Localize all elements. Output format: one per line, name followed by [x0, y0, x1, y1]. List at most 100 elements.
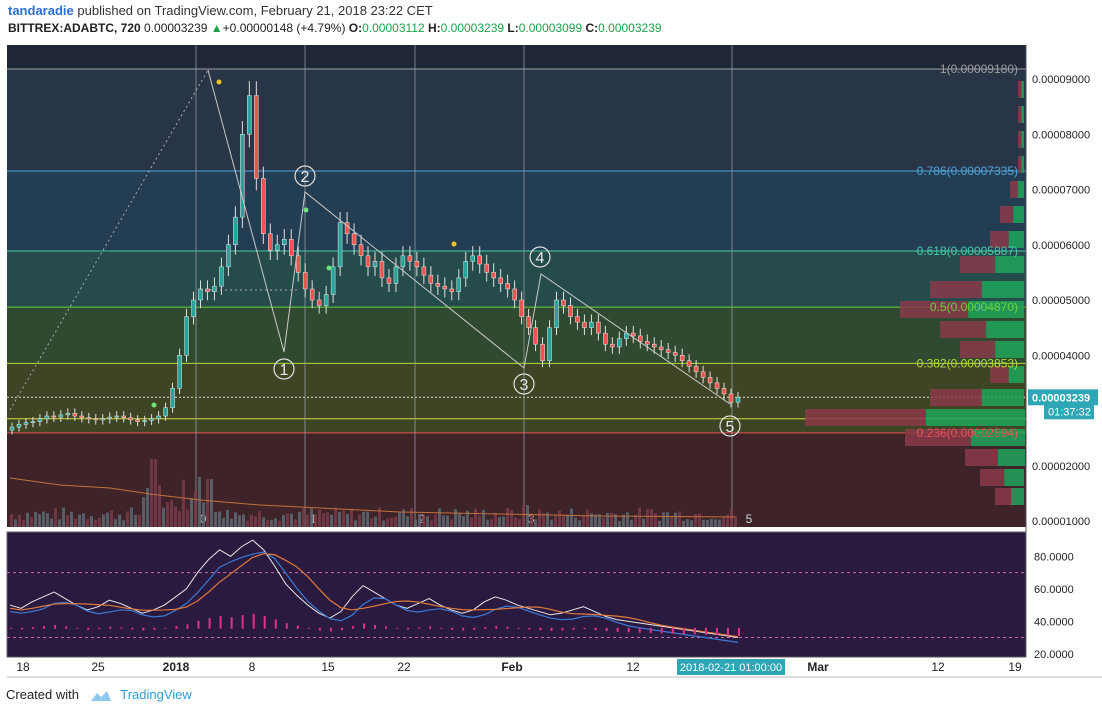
close-label: C: — [585, 21, 599, 35]
volume-ma-line — [9, 477, 736, 518]
osc-hist-bar — [715, 627, 718, 636]
osc-hist-bar — [440, 627, 443, 629]
osc-hist-bar — [318, 627, 321, 631]
candle-body — [554, 299, 559, 328]
volume-bar — [506, 508, 509, 527]
candle-body — [484, 263, 489, 273]
vp-up — [926, 409, 1025, 426]
fib-band — [7, 170, 1026, 251]
volume-bar — [354, 520, 357, 527]
volume-bar — [486, 519, 489, 527]
volume-bar — [118, 514, 121, 527]
volume-bar — [250, 514, 253, 527]
volume-bar — [730, 508, 733, 527]
volume-bar — [346, 513, 349, 527]
candle-body — [212, 285, 217, 292]
osc-hist-bar — [704, 627, 707, 635]
volume-bar — [638, 507, 641, 527]
volume-bar — [154, 459, 157, 527]
volume-bar — [66, 515, 69, 527]
candle-body — [240, 134, 245, 218]
wave-label: 3 — [520, 377, 529, 394]
candle-body — [254, 95, 259, 179]
volume-bar — [650, 509, 653, 527]
volume-bar — [702, 519, 705, 527]
volume-bar — [682, 520, 685, 527]
candle-body — [330, 266, 336, 295]
candle-body — [337, 222, 343, 268]
candle-body — [428, 274, 434, 284]
candle-body — [728, 393, 734, 403]
candle-body — [512, 288, 517, 301]
osc-hist-bar — [296, 625, 299, 629]
price-axis[interactable]: 0.00009000 0.00008000 0.00007000 0.00006000… — [1025, 45, 1102, 657]
volume-bar — [594, 514, 597, 527]
candle-body — [261, 178, 266, 234]
osc-tick-label: 40.0000 — [1034, 616, 1074, 628]
candle-body — [707, 377, 713, 384]
countdown-tag: 01:37:32 — [1048, 406, 1091, 418]
tradingview-link[interactable]: TradingView — [120, 687, 192, 702]
osc-tick-label: 60.0000 — [1034, 584, 1074, 596]
publish-info: tandaradie published on TradingView.com,… — [8, 3, 433, 18]
volume-bar — [234, 512, 237, 527]
candle-body — [414, 261, 420, 268]
candle-body — [93, 418, 99, 421]
volume-bar — [170, 500, 173, 527]
wave-label: 2 — [301, 169, 310, 186]
fib-level-label: 1(0.00009180) — [940, 62, 1018, 76]
candle-body — [170, 388, 175, 408]
osc-hist-bar — [594, 627, 597, 631]
volume-bar — [698, 513, 701, 527]
volume-bar — [454, 509, 457, 527]
candle-body — [288, 238, 294, 257]
volume-bar — [54, 507, 57, 527]
author-link[interactable]: tandaradie — [8, 3, 74, 18]
osc-hist-bar — [164, 627, 167, 629]
candle-body — [219, 266, 224, 287]
vp-down — [930, 281, 982, 298]
volume-bar — [110, 510, 113, 527]
volume-bar — [502, 516, 505, 527]
vp-down — [965, 449, 998, 466]
volume-bar — [130, 507, 133, 527]
candle-body — [714, 382, 720, 389]
osc-hist-bar — [32, 627, 35, 629]
volume-bar — [94, 519, 97, 527]
candle-body — [309, 288, 315, 301]
volume-bar — [86, 518, 89, 527]
volume-bar — [18, 514, 21, 527]
volume-bars — [9, 459, 737, 527]
volume-bar — [726, 514, 729, 527]
volume-bar — [490, 519, 493, 527]
osc-hist-bar — [21, 627, 24, 630]
osc-hist-bar — [583, 627, 586, 630]
volume-bar — [366, 511, 369, 527]
time-axis[interactable]: 18 25 2018 8 15 22 Feb 12 Mar 12 19 2018-02-21 01:0… — [7, 656, 1102, 678]
oscillator-pane[interactable]: 80.0000 60.0000 40.0000 20.0000 — [6, 531, 1074, 661]
volume-bar — [350, 508, 353, 527]
candle-body — [547, 327, 552, 362]
volume-bar — [690, 520, 693, 527]
volume-bar — [562, 514, 565, 527]
osc-hist-bar — [528, 627, 531, 630]
candle-body — [435, 283, 441, 287]
volume-bar — [590, 513, 593, 527]
symbol-label: BITTREX:ADABTC, 720 — [8, 21, 141, 35]
osc-hist-bar — [186, 624, 189, 629]
candle-body — [72, 413, 78, 417]
volume-bar — [550, 519, 553, 527]
candle-body — [107, 416, 112, 420]
wave-label: 1 — [280, 362, 289, 379]
osc-hist-bar — [307, 627, 310, 629]
volume-bar — [482, 509, 485, 527]
osc-signal-blue — [9, 551, 739, 643]
osc-hist-bar — [374, 624, 376, 629]
osc-hist-bar — [396, 627, 399, 629]
candle-body — [651, 343, 657, 348]
signal-dot — [216, 79, 222, 85]
volume-bar — [734, 515, 737, 527]
candle-body — [351, 233, 357, 245]
time-tick-label: 19 — [1008, 660, 1022, 674]
